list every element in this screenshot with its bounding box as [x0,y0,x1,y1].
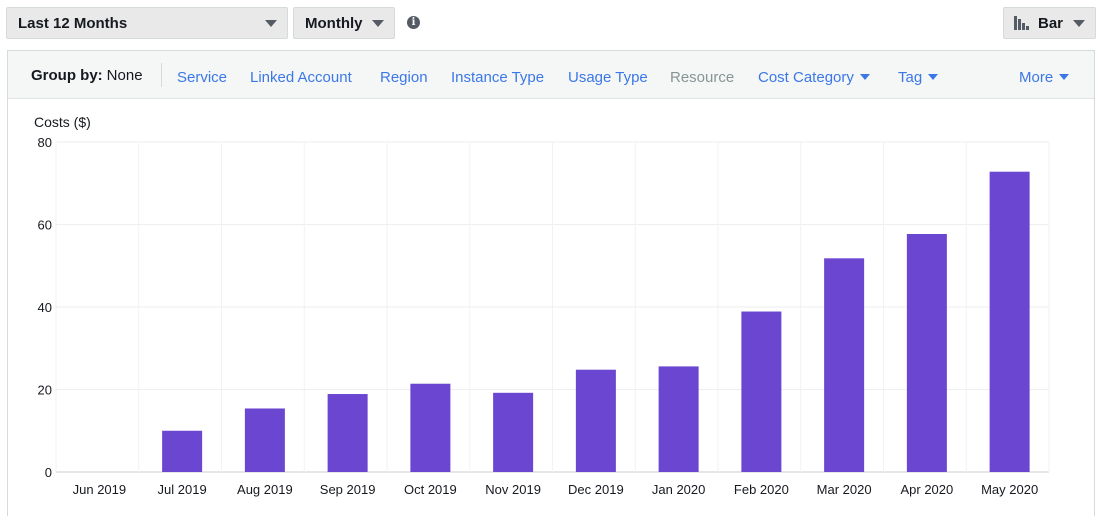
x-tick-label: May 2020 [981,482,1038,497]
x-tick-label: Nov 2019 [485,482,541,497]
x-tick-label: Aug 2019 [237,482,293,497]
chevron-down-icon [1059,73,1070,80]
y-tick-label: 20 [38,383,52,398]
chevron-down-icon [1073,20,1085,27]
bar [575,369,616,472]
bar [658,366,699,472]
date-range-label: Last 12 Months [18,14,128,32]
group-by-service[interactable]: Service [177,69,228,86]
group-by-linked-account[interactable]: Linked Account [250,69,352,86]
group-by-value: None [106,67,143,84]
chevron-down-icon [928,73,939,80]
bar [410,383,451,472]
x-tick-label: Jul 2019 [158,482,207,497]
chevron-down-icon [859,73,870,80]
date-range-dropdown[interactable]: Last 12 Months [6,7,288,39]
chart-type-dropdown[interactable]: Bar [1003,7,1096,39]
chart-type-label: Bar [1038,14,1064,32]
bar [824,258,865,472]
x-tick-label: Jun 2019 [73,482,127,497]
y-tick-label: 40 [38,300,52,315]
group-by-usage-type[interactable]: Usage Type [568,69,648,86]
y-axis-label: Costs ($) [34,114,91,130]
group-by-label: Group by: None [31,67,143,84]
group-by-region[interactable]: Region [380,69,428,86]
divider [161,63,162,87]
bar [741,311,782,472]
x-tick-label: Dec 2019 [568,482,624,497]
x-tick-label: Feb 2020 [734,482,789,497]
x-tick-label: Jan 2020 [652,482,706,497]
bar [989,171,1030,472]
bar [493,392,534,472]
x-tick-label: Oct 2019 [404,482,457,497]
info-icon[interactable]: i [407,16,420,29]
y-tick-label: 60 [38,218,52,233]
group-by-tag[interactable]: Tag [898,69,939,86]
group-by-instance-type[interactable]: Instance Type [451,69,545,86]
chevron-down-icon [265,20,277,27]
bar-chart-icon [1014,16,1032,30]
group-by-bar: Group by: None Service Linked Account Reg… [8,51,1094,99]
toolbar: Last 12 Months Monthly i Bar [0,0,1106,46]
chevron-down-icon [372,20,384,27]
granularity-dropdown[interactable]: Monthly [293,7,395,39]
group-by-resource: Resource [670,69,735,86]
granularity-label: Monthly [305,14,363,32]
bar [327,394,368,472]
bar [906,233,947,472]
group-by-more[interactable]: More [1019,69,1070,86]
y-tick-label: 0 [45,465,52,480]
group-by-cost-category[interactable]: Cost Category [758,69,870,86]
x-tick-label: Apr 2020 [900,482,953,497]
bar [162,430,203,472]
bar [244,408,285,472]
x-tick-label: Sep 2019 [320,482,376,497]
y-tick-label: 80 [38,135,52,150]
x-tick-label: Mar 2020 [817,482,872,497]
